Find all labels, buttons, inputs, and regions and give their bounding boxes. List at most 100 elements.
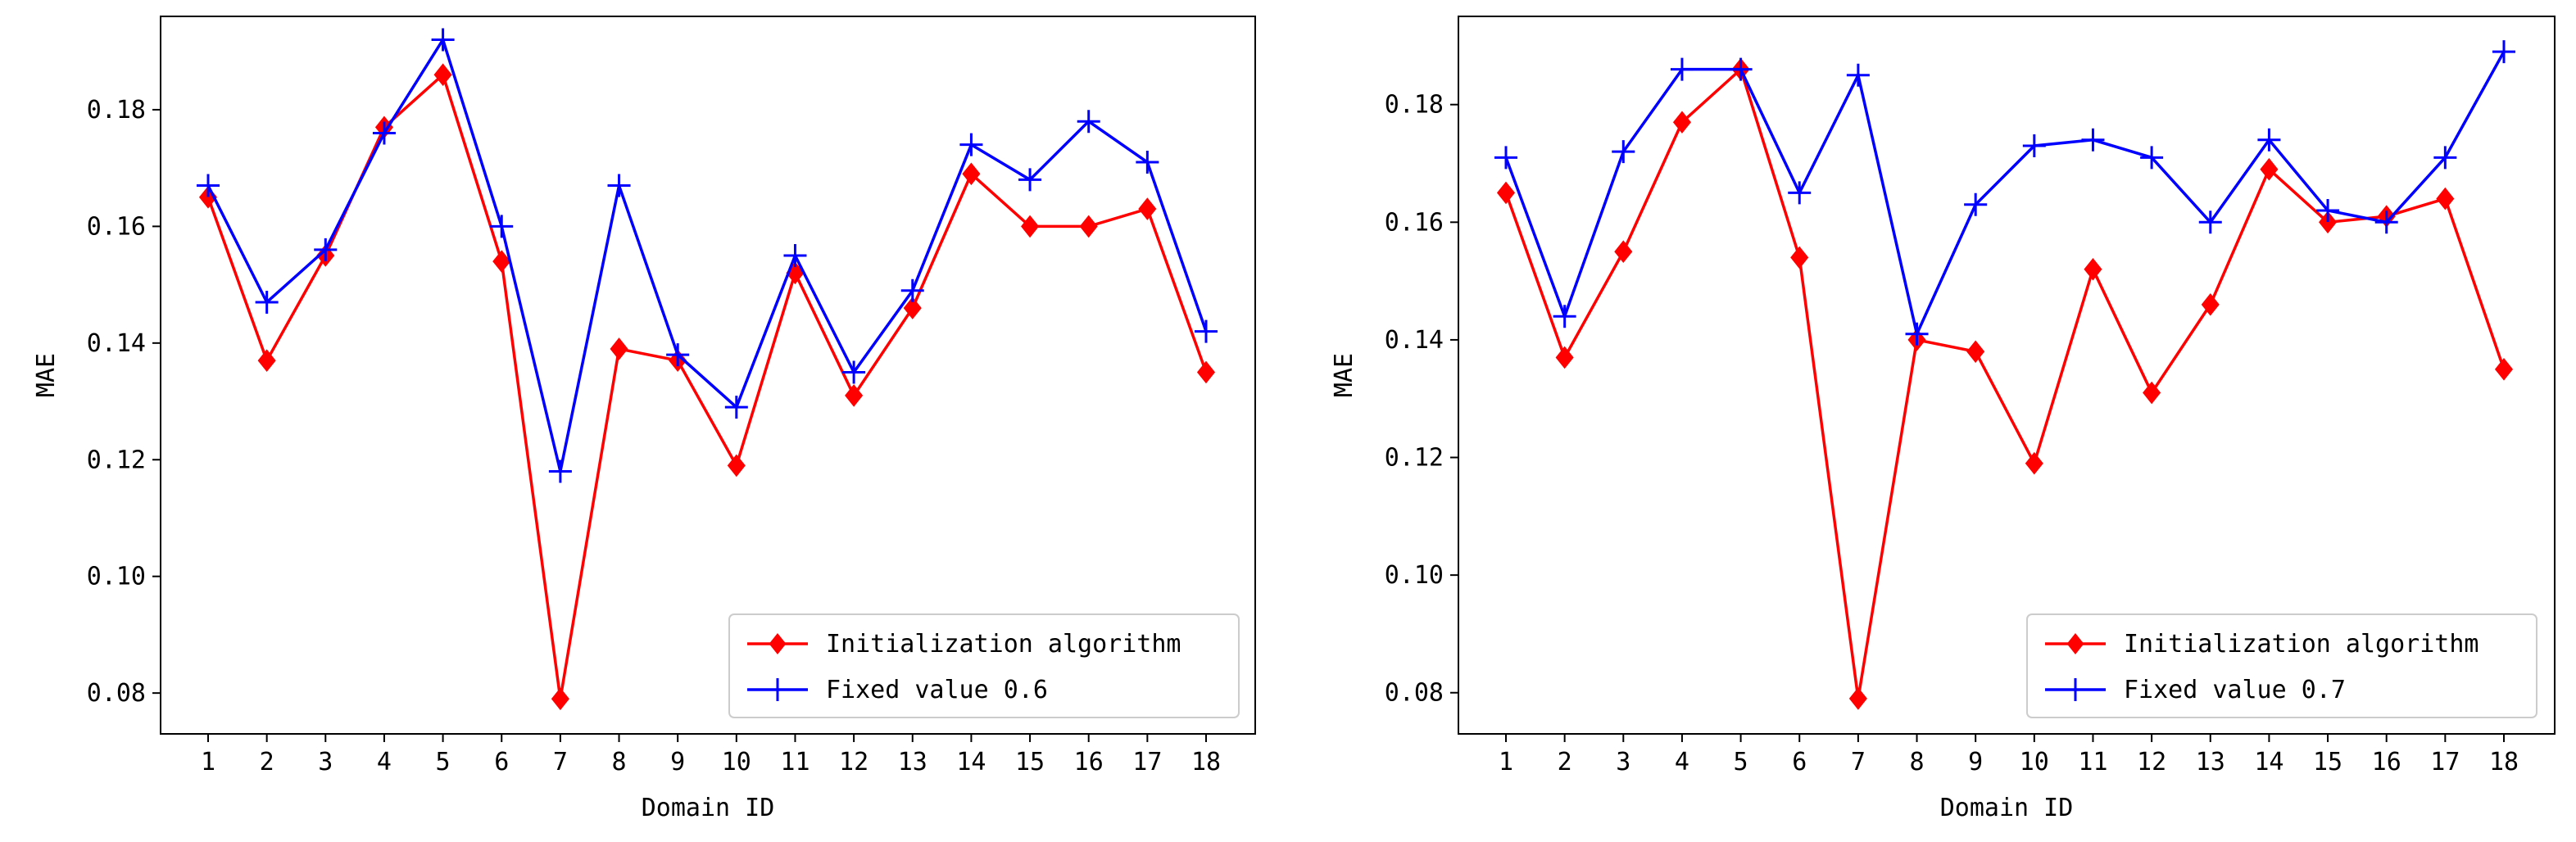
data-point — [2319, 210, 2338, 234]
data-point — [1790, 246, 1809, 269]
data-point — [1905, 322, 1929, 346]
x-tick-label: 2 — [1558, 748, 1572, 776]
data-point — [1614, 240, 1633, 264]
data-point — [1729, 57, 1753, 81]
data-point — [1672, 111, 1691, 134]
x-tick-label: 13 — [898, 748, 927, 776]
x-tick-label: 10 — [722, 748, 751, 776]
data-point — [1136, 151, 1159, 174]
data-point — [1846, 63, 1870, 87]
legend-label: Fixed value 0.6 — [826, 676, 1048, 704]
y-tick-label: 0.14 — [87, 329, 146, 358]
data-point — [372, 121, 396, 145]
data-point — [1553, 305, 1576, 328]
x-tick-label: 16 — [2372, 748, 2401, 776]
x-tick-label: 9 — [670, 748, 685, 776]
data-point — [903, 297, 922, 319]
chart-2: 0.080.100.120.140.160.181 2 3 4 5 6 7 8 9 10 11 12 1… — [1330, 16, 2556, 822]
legend-marker — [769, 633, 787, 654]
data-point — [257, 349, 276, 372]
x-tick-label: 3 — [1616, 748, 1630, 776]
legend-box — [2026, 613, 2537, 718]
data-point — [1018, 168, 1042, 192]
data-point — [1021, 215, 1040, 238]
x-tick-label: 15 — [2313, 748, 2342, 776]
legend: Initialization algorithm Fixed value 0.6 — [728, 613, 1240, 718]
data-point — [2084, 257, 2102, 281]
x-tick-label: 14 — [2254, 748, 2283, 776]
y-axis-label: MAE — [1330, 353, 1358, 397]
y-tick-label: 0.08 — [87, 679, 146, 708]
x-tick-label: 17 — [2430, 748, 2460, 776]
y-tick-label: 0.14 — [1385, 326, 1444, 355]
x-tick-label: 11 — [780, 748, 810, 776]
x-tick-label: 10 — [2020, 748, 2049, 776]
data-point — [666, 343, 690, 367]
plot-frame — [1458, 16, 2556, 735]
x-tick-label: 3 — [318, 748, 333, 776]
x-tick-label: 1 — [1499, 748, 1513, 776]
data-point — [2257, 128, 2281, 152]
data-point — [1077, 110, 1100, 134]
data-point — [2198, 210, 2222, 234]
x-tick-label: 9 — [1968, 748, 1983, 776]
data-point — [1670, 57, 1694, 81]
x-tick-label: 4 — [1675, 748, 1689, 776]
x-tick-label: 11 — [2078, 748, 2107, 776]
data-point — [2201, 293, 2220, 316]
x-tick-label: 16 — [1074, 748, 1104, 776]
legend: Initialization algorithm Fixed value 0.7 — [2026, 613, 2537, 718]
data-point — [255, 290, 279, 314]
y-tick-label: 0.12 — [1385, 444, 1444, 473]
series-line-2 — [206, 36, 1208, 472]
x-tick-label: 13 — [2196, 748, 2225, 776]
data-point — [724, 396, 748, 419]
legend-label: Fixed value 0.7 — [2124, 676, 2346, 704]
series-line-1 — [206, 72, 1208, 699]
data-point — [962, 162, 981, 186]
x-tick-label: 12 — [839, 748, 868, 776]
x-tick-label: 2 — [260, 748, 274, 776]
data-point — [2022, 134, 2046, 157]
data-point — [2374, 210, 2398, 234]
data-point — [607, 174, 631, 197]
data-point — [1196, 360, 1216, 384]
data-point — [842, 360, 866, 384]
data-point — [490, 215, 514, 238]
y-axis-label: MAE — [32, 353, 61, 397]
plot-frame — [160, 16, 1256, 735]
x-tick-label: 15 — [1015, 748, 1045, 776]
x-tick-label: 8 — [611, 748, 626, 776]
data-point — [2260, 157, 2279, 181]
x-tick-label: 6 — [1792, 748, 1807, 776]
y-tick-label: 0.18 — [1385, 91, 1444, 120]
data-point — [900, 278, 924, 302]
data-point — [783, 244, 807, 267]
data-point — [959, 133, 983, 156]
data-point — [314, 238, 338, 261]
data-point — [1555, 346, 1574, 369]
x-tick-label: 18 — [1191, 748, 1221, 776]
data-point — [431, 28, 455, 52]
x-tick-label: 14 — [956, 748, 986, 776]
data-point — [1612, 140, 1635, 164]
data-point — [197, 174, 220, 197]
chart-1: 0.080.100.120.140.160.181 2 3 4 5 6 7 8 9 10 11 12 1… — [32, 16, 1256, 822]
data-point — [1195, 319, 1218, 343]
data-point — [610, 337, 628, 360]
data-point — [2494, 358, 2514, 381]
data-point — [551, 687, 569, 711]
x-tick-label: 12 — [2137, 748, 2166, 776]
data-point — [2140, 146, 2164, 170]
x-axis-label: Domain ID — [642, 794, 775, 822]
y-tick-label: 0.16 — [1385, 208, 1444, 237]
x-tick-label: 17 — [1132, 748, 1162, 776]
data-point — [2081, 128, 2105, 152]
legend-label: Initialization algorithm — [826, 630, 1181, 659]
x-axis-label: Domain ID — [1940, 794, 2074, 822]
legend-box — [728, 613, 1240, 718]
legend-marker — [766, 678, 789, 701]
data-point — [1138, 197, 1157, 220]
legend-marker — [2064, 678, 2087, 701]
